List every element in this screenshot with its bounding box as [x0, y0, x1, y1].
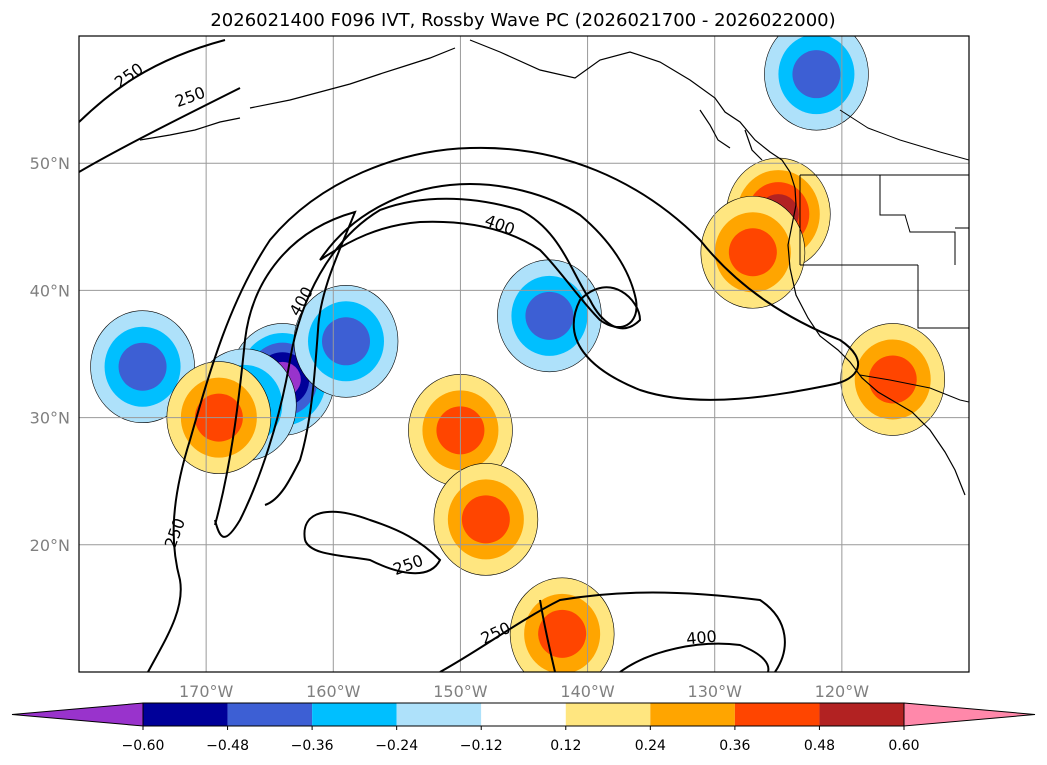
contour-lower-line	[539, 599, 556, 672]
map-area: 250 250 250 250 400 400 400 250	[79, 36, 969, 672]
lat-tick-label: 20°N	[30, 536, 70, 555]
colorbar-swatch	[734, 703, 820, 726]
colorbar-swatch	[312, 703, 397, 726]
colorbar-tick-label: 0.48	[804, 738, 835, 754]
anomaly-blob	[868, 355, 917, 404]
chart-title: 2026021400 F096 IVT, Rossby Wave PC (202…	[210, 10, 835, 31]
anomaly-blob	[792, 50, 841, 99]
anomaly-shading	[90, 36, 946, 672]
colorbar-tick-label: −0.60	[122, 738, 165, 754]
contour-label: 400	[685, 627, 717, 649]
lon-tick-label: 170°W	[179, 682, 234, 701]
colorbar-tick-label: 0.60	[888, 738, 919, 754]
anomaly-blob	[728, 228, 777, 277]
contour-250-se	[439, 591, 786, 672]
colorbar-tick-label: −0.12	[460, 738, 503, 754]
colorbar-swatch	[650, 703, 735, 726]
colorbar-min-arrow	[11, 702, 144, 727]
lat-tick-labels: 20°N 30°N 40°N 50°N	[30, 154, 70, 555]
coastlines	[139, 39, 966, 496]
gridlines	[79, 36, 969, 672]
lat-tick-label: 40°N	[30, 281, 70, 300]
colorbar: −0.60 −0.48 −0.36 −0.24 −0.12 0.12 0.24 0.36 0.4…	[11, 702, 1036, 754]
lon-tick-label: 120°W	[815, 682, 870, 701]
colorbar-max-arrow	[903, 702, 1036, 727]
colorbar-swatch	[396, 703, 482, 726]
colorbar-tick-label: 0.12	[550, 738, 581, 754]
lon-tick-label: 160°W	[306, 682, 361, 701]
lon-tick-labels: 170°W 160°W 150°W 140°W 130°W 120°W	[179, 682, 869, 701]
contour-250-main	[147, 146, 860, 672]
anomaly-blob	[461, 495, 510, 544]
contour-400-inner	[214, 210, 357, 526]
anomaly-blob	[118, 342, 167, 391]
contour-400-se	[619, 642, 770, 672]
lat-tick-label: 30°N	[30, 409, 70, 428]
contour-labels: 250 250 250 250 400 400 400 250	[111, 59, 718, 648]
anomaly-blob	[322, 317, 370, 366]
contour-250-north-b	[79, 87, 241, 173]
lon-tick-label: 150°W	[433, 682, 488, 701]
colorbar-swatch	[565, 703, 651, 726]
anomaly-blob	[538, 609, 587, 658]
colorbar-tick-label: 0.36	[719, 738, 750, 754]
colorbar-tick-label: −0.36	[291, 738, 334, 754]
map-frame	[78, 35, 970, 673]
lon-tick-label: 140°W	[560, 682, 615, 701]
contour-250-north	[79, 39, 226, 123]
colorbar-swatch	[481, 703, 566, 726]
colorbar-tick-label: 0.24	[635, 738, 666, 754]
colorbar-swatch	[143, 703, 228, 726]
ivt-contours	[79, 39, 860, 672]
colorbar-frame	[142, 702, 905, 727]
lon-tick-label: 130°W	[688, 682, 743, 701]
anomaly-blob	[525, 291, 574, 340]
country-borders	[799, 109, 969, 403]
colorbar-tick-label: −0.48	[206, 738, 249, 754]
contour-250-south	[303, 510, 442, 575]
colorbar-swatch	[227, 703, 313, 726]
lat-tick-label: 50°N	[30, 154, 70, 173]
colorbar-tick-label: −0.24	[375, 738, 418, 754]
contour-400-mid	[319, 183, 638, 329]
colorbar-swatch	[819, 703, 904, 726]
